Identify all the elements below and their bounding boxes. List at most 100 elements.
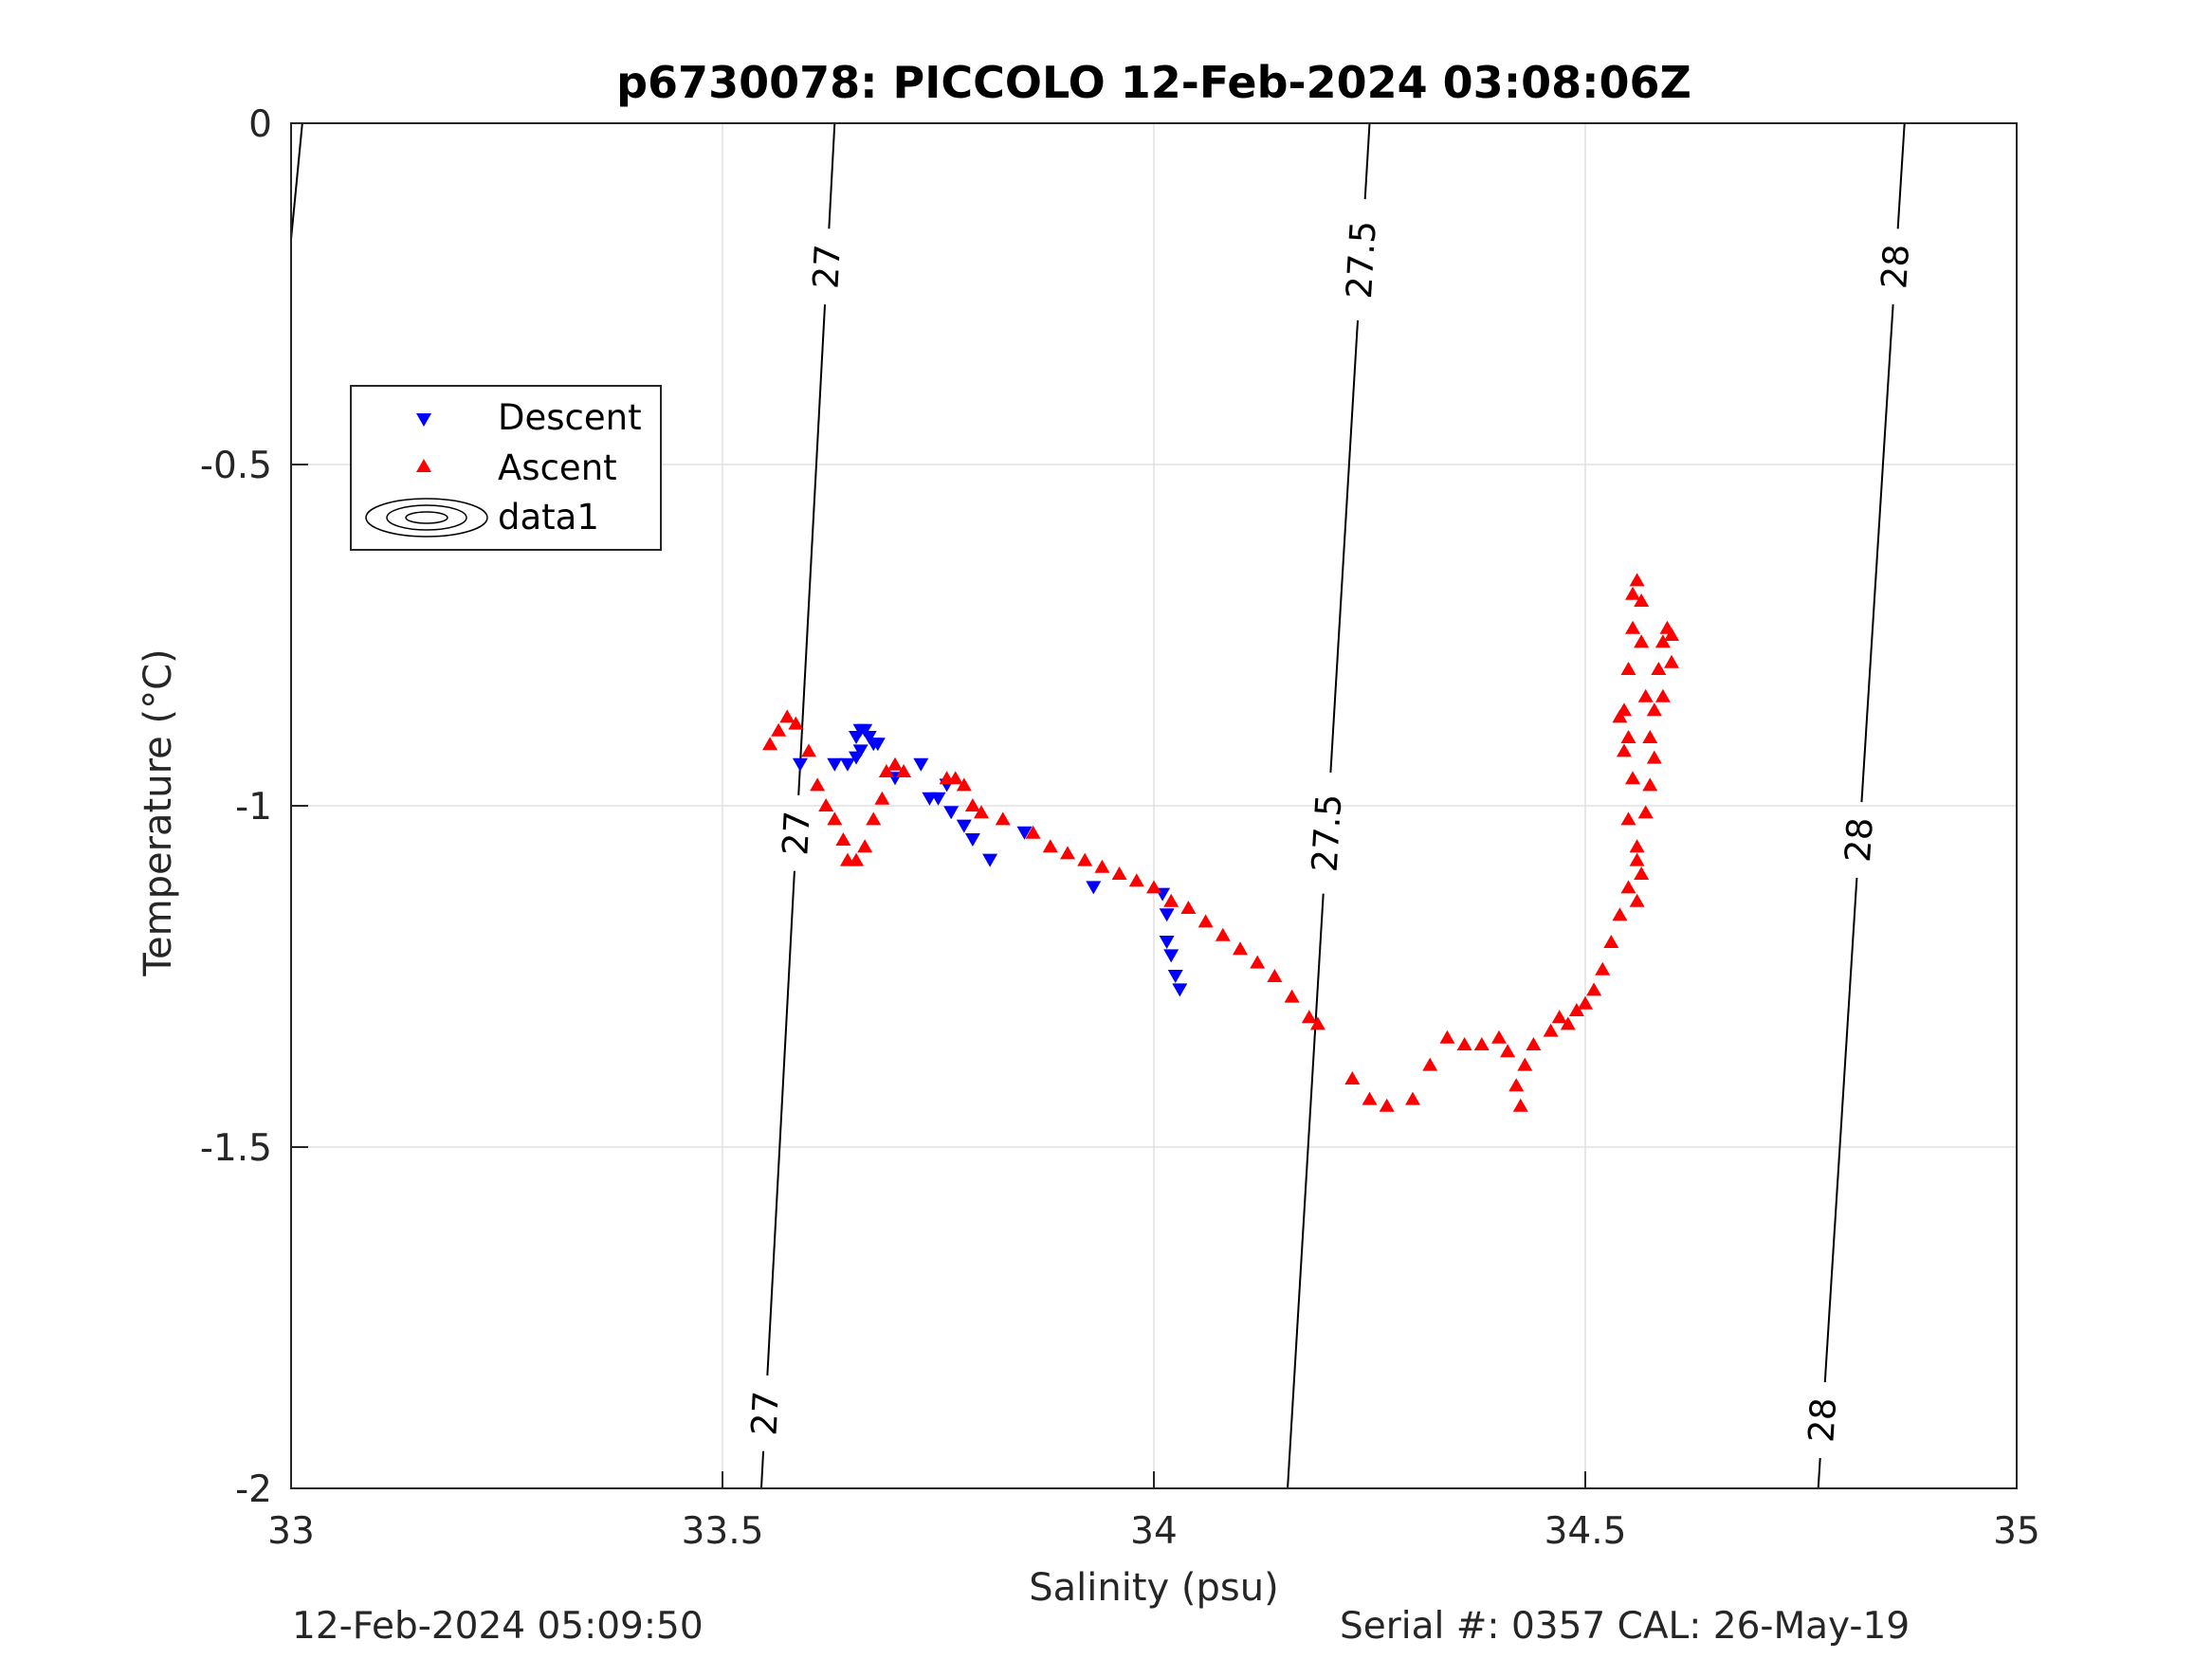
ascent-marker	[1612, 907, 1628, 921]
ascent-series	[762, 573, 1679, 1112]
ascent-marker	[1620, 730, 1636, 743]
contour-label: 27.5	[1339, 220, 1384, 301]
ascent-marker	[1586, 982, 1602, 996]
descent-marker	[1163, 949, 1179, 963]
ascent-marker	[1625, 586, 1641, 600]
y-tick-label: -0.5	[200, 445, 272, 487]
contour-line-segment	[1817, 1457, 1821, 1489]
contour-label: 28	[1801, 1396, 1844, 1444]
ascent-marker	[1128, 873, 1144, 887]
contour-line-segment	[759, 1450, 765, 1489]
ascent-marker	[1512, 1098, 1528, 1112]
legend-ascent-label: Ascent	[498, 447, 617, 488]
descent-marker	[1172, 983, 1188, 997]
ascent-marker	[1094, 859, 1110, 873]
ascent-marker	[1646, 750, 1662, 764]
descent-marker	[964, 833, 980, 847]
ascent-marker	[1042, 839, 1058, 853]
y-tick-label: -2	[235, 1468, 272, 1511]
ascent-marker	[1654, 688, 1671, 702]
ascent-marker	[1526, 1037, 1542, 1050]
descent-marker	[827, 757, 843, 772]
legend: Descent Ascent data1	[350, 385, 662, 551]
contour-label: 28	[1837, 816, 1881, 864]
ascent-marker	[874, 791, 890, 805]
descent-marker	[982, 853, 998, 867]
ascent-marker	[779, 709, 795, 723]
y-tick-label: -1.5	[200, 1127, 272, 1170]
grid-lines	[290, 122, 2018, 1489]
ascent-marker	[1197, 914, 1214, 928]
chart-title: p6730078: PICCOLO 12-Feb-2024 03:08:06Z	[616, 57, 1691, 108]
ascent-marker	[818, 798, 834, 811]
ascent-marker	[1612, 709, 1628, 723]
ascent-marker	[1625, 620, 1641, 634]
descent-marker	[869, 738, 886, 752]
x-tick-label: 33.5	[682, 1510, 764, 1553]
y-axis-label: Temperature (°C)	[137, 648, 180, 976]
ascent-marker	[1629, 839, 1645, 853]
ascent-marker	[1491, 1030, 1507, 1044]
contour-label: 27	[805, 244, 848, 290]
ascent-marker	[1111, 866, 1127, 880]
ascent-marker	[1473, 1037, 1490, 1050]
ascent-marker	[1060, 846, 1075, 860]
legend-contour-icon	[365, 498, 488, 538]
ascent-marker	[1664, 654, 1679, 668]
y-tick-label: 0	[248, 103, 272, 146]
contour-line-segment	[290, 122, 303, 240]
ascent-marker	[1180, 901, 1197, 914]
ascent-marker	[1344, 1071, 1361, 1085]
ascent-marker	[857, 839, 873, 853]
descent-marker	[1159, 936, 1175, 949]
ascent-marker	[1250, 955, 1266, 969]
contour-line-segment	[1287, 893, 1325, 1489]
ascent-marker	[1543, 1023, 1559, 1037]
ascent-marker	[1629, 573, 1645, 587]
ascent-marker	[1508, 1078, 1525, 1092]
y-axis-ticks: -2 -1.5 -1 -0.5 0	[200, 103, 308, 1511]
ascent-marker	[866, 811, 882, 826]
ascent-marker	[1642, 730, 1658, 743]
ascent-marker	[887, 757, 903, 771]
ascent-marker	[762, 737, 778, 751]
descent-marker	[861, 731, 877, 744]
ascent-marker	[1284, 989, 1300, 1003]
x-axis-ticks: 33 33.5 34 34.5 35	[267, 1471, 2040, 1553]
ascent-marker	[1163, 893, 1179, 907]
descent-marker	[857, 723, 873, 738]
ascent-marker	[1517, 1057, 1533, 1071]
legend-descent-label: Descent	[498, 397, 642, 438]
ascent-marker	[1560, 1016, 1576, 1030]
x-tick-label: 33	[267, 1510, 315, 1553]
descent-marker	[852, 744, 868, 758]
contour-label: 28	[1874, 243, 1917, 290]
ascent-marker	[964, 798, 980, 811]
ascent-marker	[956, 777, 972, 792]
contour-line-segment	[797, 304, 827, 795]
ascent-marker	[1637, 805, 1654, 819]
descent-marker	[792, 757, 808, 772]
descent-series	[792, 723, 1188, 997]
x-tick-label: 35	[1993, 1510, 2040, 1553]
ascent-marker	[1620, 880, 1636, 894]
ascent-marker	[896, 764, 912, 777]
legend-data1-label: data1	[498, 497, 599, 538]
contour-label: 27	[743, 1390, 786, 1436]
y-tick-label: -1	[235, 786, 272, 829]
descent-marker	[1159, 908, 1175, 922]
ascent-marker	[1620, 811, 1636, 826]
ascent-marker	[1651, 662, 1667, 675]
ascent-marker	[810, 777, 826, 792]
ascent-marker	[849, 852, 865, 866]
ascent-marker	[1616, 743, 1632, 757]
x-tick-label: 34.5	[1545, 1510, 1627, 1553]
ascent-marker	[1233, 941, 1248, 956]
ascent-marker	[1634, 866, 1650, 880]
ascent-marker	[771, 722, 787, 737]
ascent-marker	[1620, 662, 1636, 675]
descent-marker	[1086, 881, 1102, 895]
contour-line-segment	[1896, 122, 1906, 229]
ascent-marker	[788, 716, 804, 730]
contour-label: 27.5	[1305, 793, 1350, 873]
